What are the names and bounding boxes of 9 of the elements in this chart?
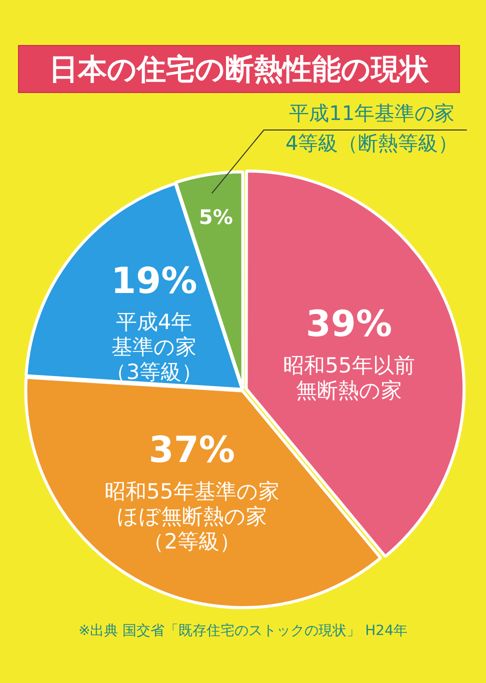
data-label: 19% — [110, 260, 198, 302]
chart-title: 日本の住宅の断熱性能の現状 — [18, 45, 460, 93]
data-label: 39% — [306, 304, 392, 346]
slice-label: 昭和55年以前無断熱の家 — [283, 353, 415, 402]
data-label: 5% — [198, 205, 233, 230]
text: ※出典 国交省「既存住宅のストックの現状」 H24年 — [78, 622, 408, 640]
slice-label: 昭和55年基準の家ほぼ無断熱の家（2等級） — [104, 479, 280, 554]
slice-label: 平成11年基準の家4等級（断熱等級） — [285, 101, 458, 156]
data-label: 37% — [148, 430, 235, 472]
